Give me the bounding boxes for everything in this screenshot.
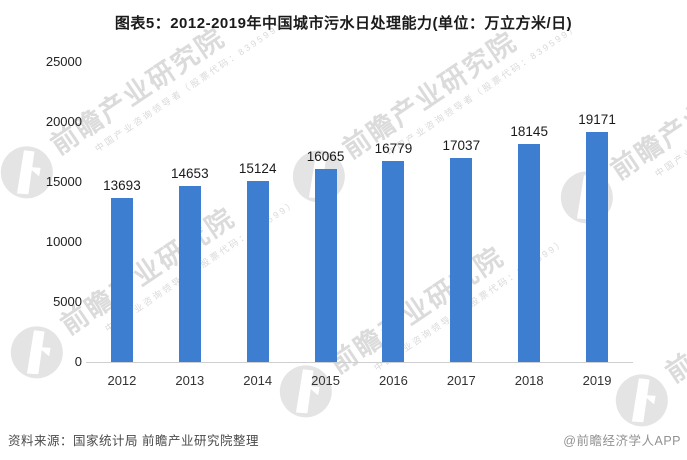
bar-value-label: 19171 (578, 111, 616, 127)
bar (246, 180, 269, 362)
bar-value-label: 13693 (103, 177, 141, 193)
bar-value-label: 18145 (510, 124, 548, 140)
bar (178, 186, 201, 362)
bar (586, 131, 609, 362)
y-axis-tick-label: 5000 (53, 294, 82, 309)
x-axis-category-label: 2017 (446, 373, 476, 388)
x-axis-category-label: 2013 (175, 373, 205, 388)
bar-value-label: 16779 (374, 140, 413, 156)
footer-credit-text: @前瞻经济学人APP (563, 434, 681, 448)
y-axis-tick-label: 20000 (45, 114, 82, 129)
y-axis-tick-label: 0 (74, 354, 82, 369)
x-axis-category-label: 2015 (311, 373, 341, 388)
bar-value-label: 14653 (171, 166, 209, 182)
bar (450, 157, 473, 362)
x-axis-category-label: 2012 (107, 373, 137, 388)
x-axis-category-label: 2019 (582, 373, 612, 388)
bar-value-label: 17037 (442, 137, 481, 153)
chart-title: 图表5：2012-2019年中国城市污水日处理能力(单位：万立方米/日) (114, 15, 573, 32)
y-axis-tick-label: 25000 (45, 54, 82, 69)
footer-source-text: 资料来源：国家统计局 前瞻产业研究院整理 (8, 434, 259, 448)
x-axis-category-label: 2016 (378, 373, 408, 388)
y-axis-tick-label: 15000 (45, 174, 82, 189)
x-axis-line (86, 362, 633, 363)
y-axis-tick-label: 10000 (45, 234, 82, 249)
bar (110, 197, 133, 362)
x-axis-category-label: 2018 (514, 373, 544, 388)
bar (518, 144, 541, 362)
bar (382, 160, 405, 362)
x-axis-category-label: 2014 (243, 373, 273, 388)
bar (314, 169, 337, 362)
bar-value-label: 15124 (238, 160, 277, 176)
